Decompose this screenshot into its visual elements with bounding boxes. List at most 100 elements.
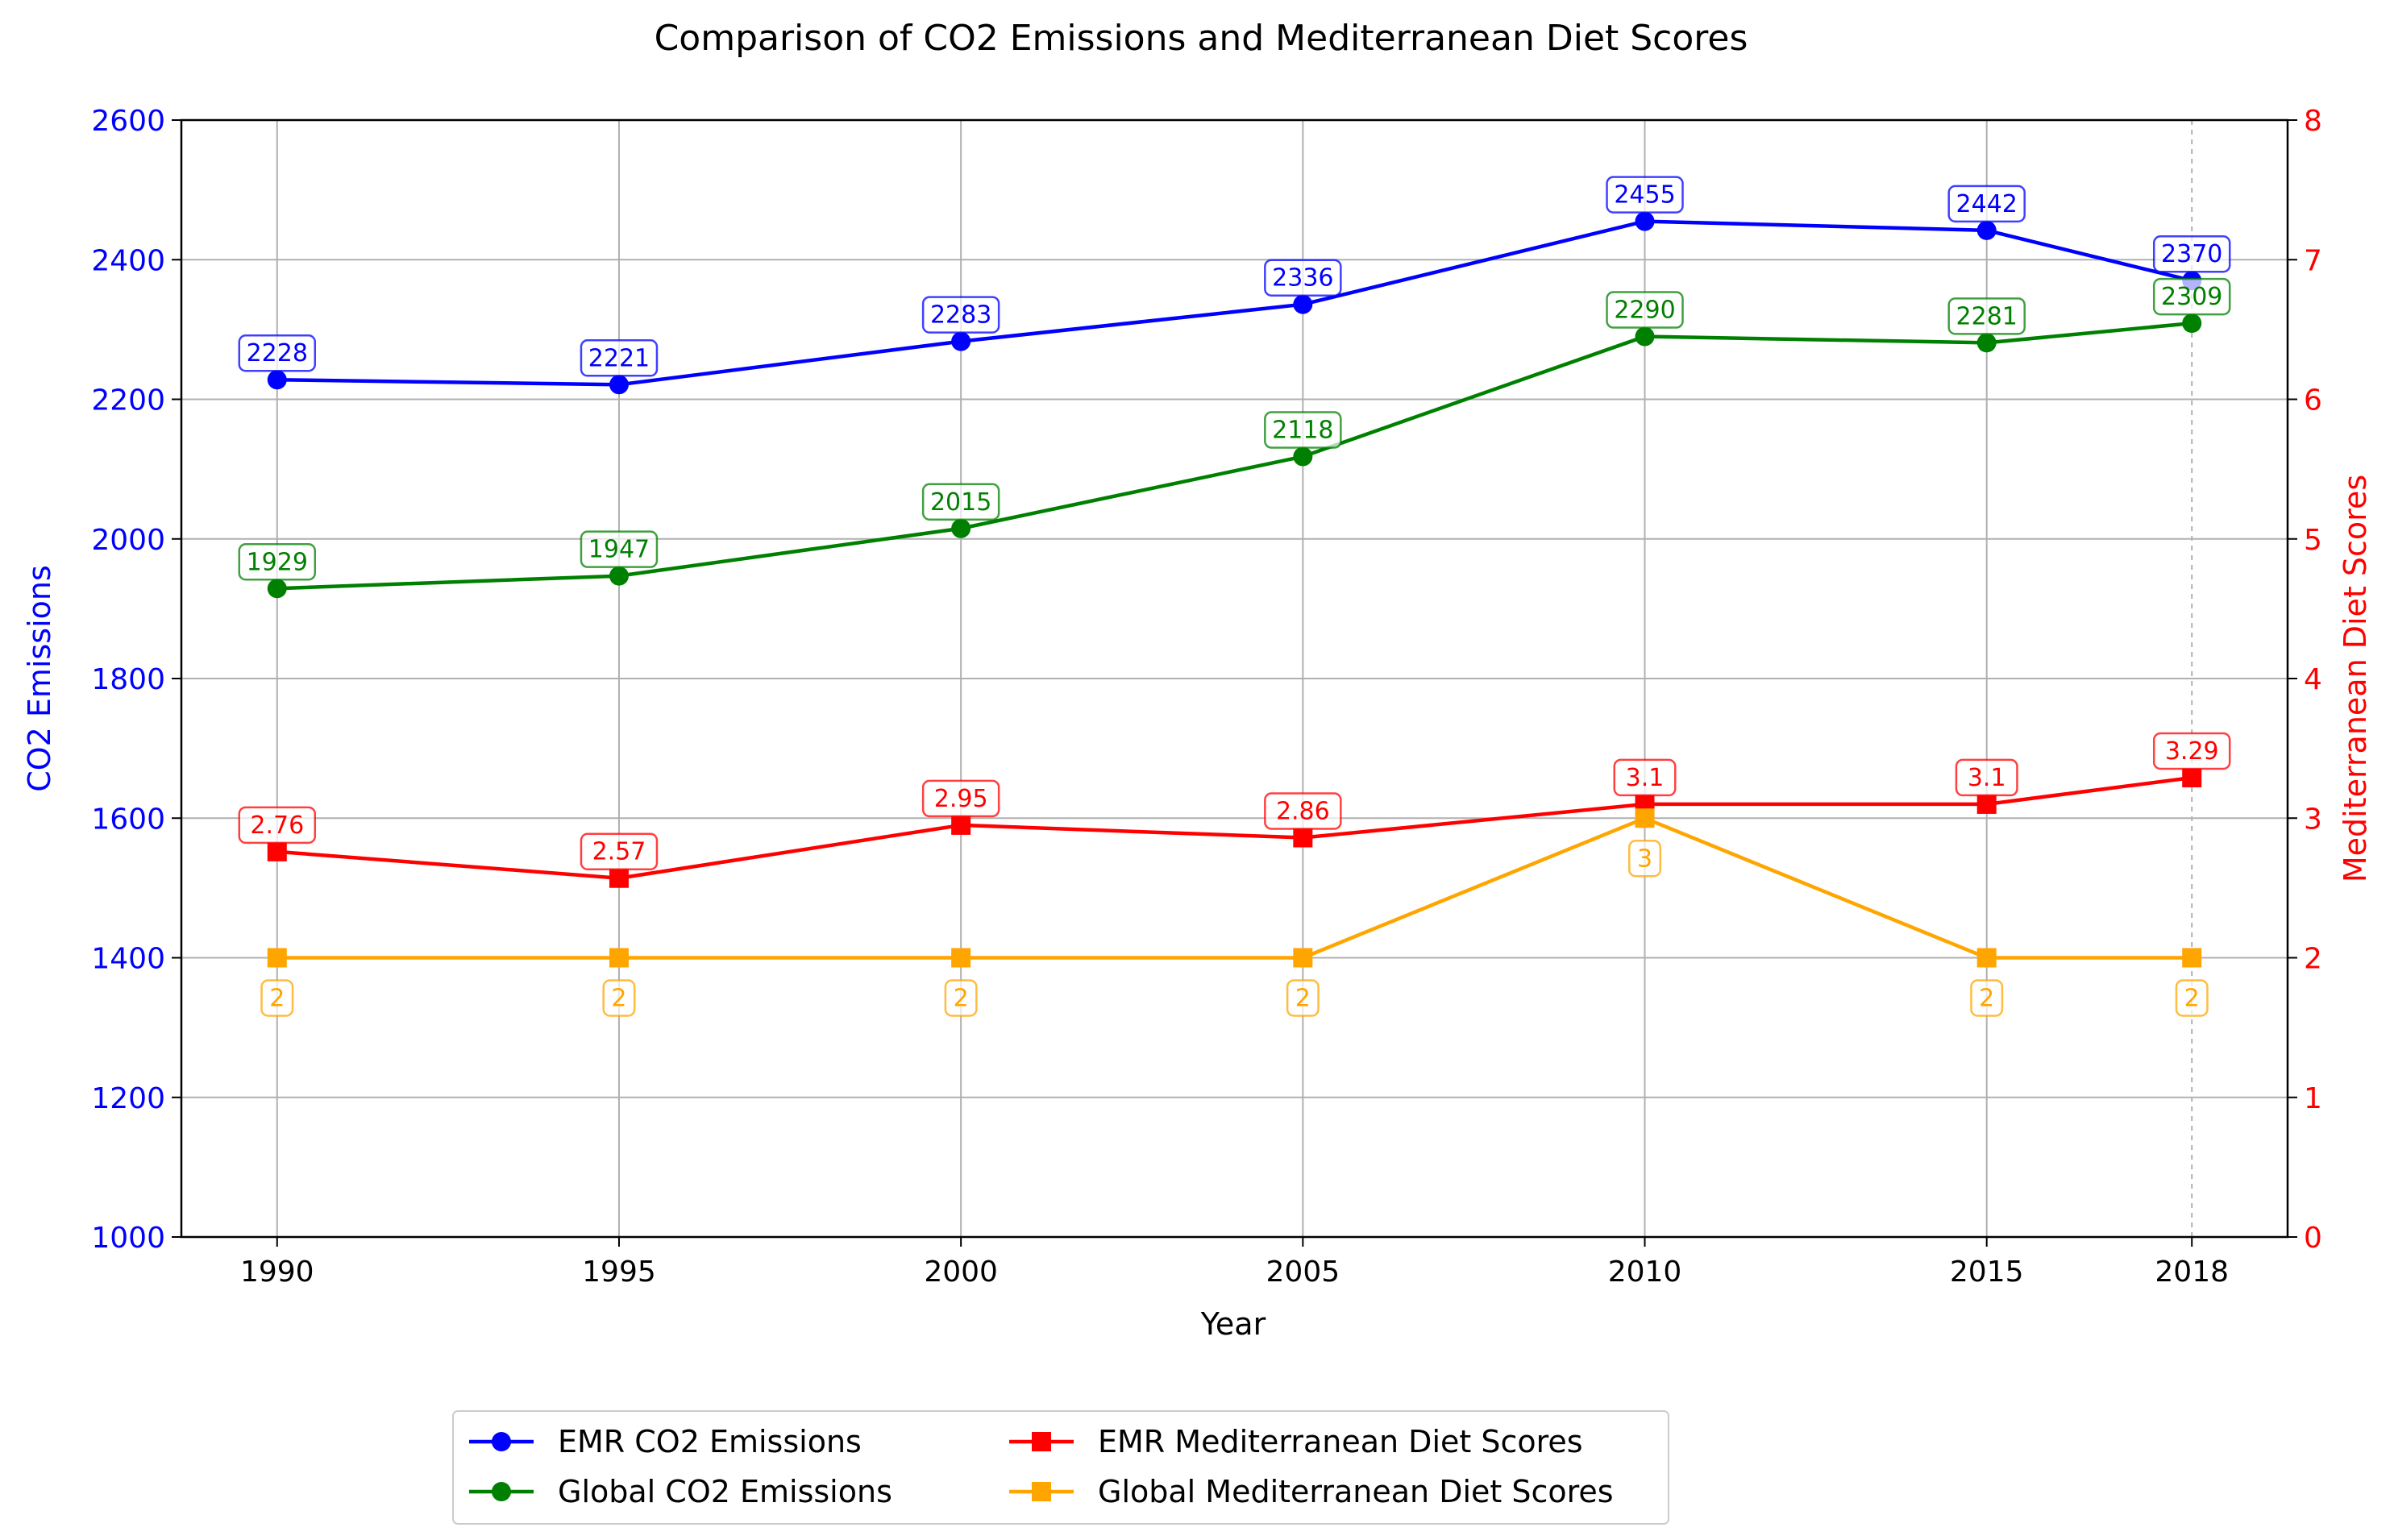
data-label-box [944,979,978,1017]
data-label-box [260,979,294,1017]
data-point [267,579,287,599]
data-point [951,331,971,351]
data-label-text: 2221 [588,344,650,372]
data-label: 2442 [1947,185,2026,223]
left-y-tick-label: 2400 [91,244,165,277]
data-label-text: 2.86 [1276,798,1330,826]
data-label: 3.29 [2152,732,2231,770]
legend: EMR CO2 Emissions Global CO2 Emissions EMR… [452,1410,1669,1525]
data-label-box [602,979,636,1017]
data-label-text: 2283 [930,301,991,330]
data-label-box [238,543,317,581]
data-label-box [921,483,1000,521]
legend-marker [492,1432,511,1451]
data-point [609,868,629,888]
data-point [1635,808,1655,828]
data-label-box [2175,979,2209,1017]
x-tick-label: 2005 [1266,1256,1340,1289]
data-label-box [580,339,659,377]
legend-item: EMR Mediterranean Diet Scores [1009,1424,1583,1459]
left-y-tick-label: 1400 [91,943,165,976]
data-label-text: 2228 [247,339,308,367]
legend-item: Global Mediterranean Diet Scores [1009,1474,1614,1509]
right-y-tick-label: 2 [2304,943,2322,976]
data-label: 2.95 [921,779,1000,818]
data-point [2182,313,2202,334]
legend-label: EMR CO2 Emissions [558,1424,862,1459]
data-point [1635,211,1655,231]
data-label: 2 [1286,979,1320,1017]
data-point [1293,828,1313,848]
x-axis-title: Year [1200,1306,1266,1342]
left-y-axis-title: CO2 Emissions [22,565,57,792]
data-label: 3 [1628,840,1662,878]
data-point [1976,794,1997,814]
data-point [1976,220,1997,240]
data-label-text: 2 [611,985,626,1013]
data-label-text: 2281 [1956,302,2018,330]
data-label-box [2152,732,2231,770]
data-point [951,815,971,835]
legend-marker [1032,1432,1051,1451]
data-point [951,948,971,968]
right-y-axis-title: Mediterranean Diet Scores [2338,475,2373,882]
data-label-text: 2336 [1272,264,1333,293]
data-label-text: 2 [1295,985,1311,1013]
legend-marker [1032,1482,1051,1501]
data-label-text: 3 [1637,845,1652,873]
data-label-box [580,530,659,568]
x-tick-label: 2000 [924,1256,998,1289]
right-y-tick-label: 4 [2304,663,2322,696]
data-label-text: 2.57 [592,838,646,866]
data-label-box [238,806,317,845]
data-label-text: 2 [269,985,285,1013]
data-label-text: 2 [954,985,969,1013]
legend-item: EMR CO2 Emissions [469,1424,862,1459]
x-tick-label: 1995 [582,1256,656,1289]
legend-item: Global CO2 Emissions [469,1474,892,1509]
data-label: 2336 [1264,259,1342,297]
data-label-text: 2.95 [934,785,988,813]
data-label: 3.1 [1955,758,2018,797]
data-label: 2309 [2152,277,2231,316]
left-y-tick-label: 2000 [91,524,165,557]
series-markers [267,211,2202,968]
data-label: 2 [944,979,978,1017]
data-label-box [1264,259,1342,297]
data-label-box [1606,176,1684,214]
data-label-text: 2 [1979,985,1994,1013]
x-tick-label: 2018 [2155,1256,2229,1289]
data-point [267,841,287,861]
x-tick-label: 2015 [1950,1256,2024,1289]
data-point [267,370,287,390]
data-label: 2228 [238,334,317,372]
data-point [1293,446,1313,467]
data-label: 1929 [238,543,317,581]
data-label-box [238,334,317,372]
data-label-text: 2309 [2161,283,2222,311]
data-label-text: 2.76 [250,812,304,840]
data-label-text: 2370 [2161,240,2222,268]
data-label-box [921,296,1000,334]
data-label: 2283 [921,296,1000,334]
data-label-box [1264,792,1342,830]
left-y-tick-label: 1600 [91,803,165,836]
data-point [267,948,287,968]
data-label: 1947 [580,530,659,568]
data-label-box [1970,979,2004,1017]
data-label: 2455 [1606,176,1684,214]
data-point [1293,948,1313,968]
x-tick-label: 2010 [1608,1256,1682,1289]
data-point [1976,948,1997,968]
x-tick-label: 1990 [240,1256,314,1289]
data-label-text: 3.1 [1968,764,2006,792]
data-label-box [1955,758,2018,797]
right-y-tick-label: 0 [2304,1222,2322,1255]
data-label-text: 3.1 [1626,764,1665,792]
data-point [609,375,629,395]
data-label: 2118 [1264,411,1342,449]
data-point [951,518,971,538]
right-y-tick-label: 1 [2304,1082,2322,1115]
left-y-tick-label: 1000 [91,1222,165,1255]
